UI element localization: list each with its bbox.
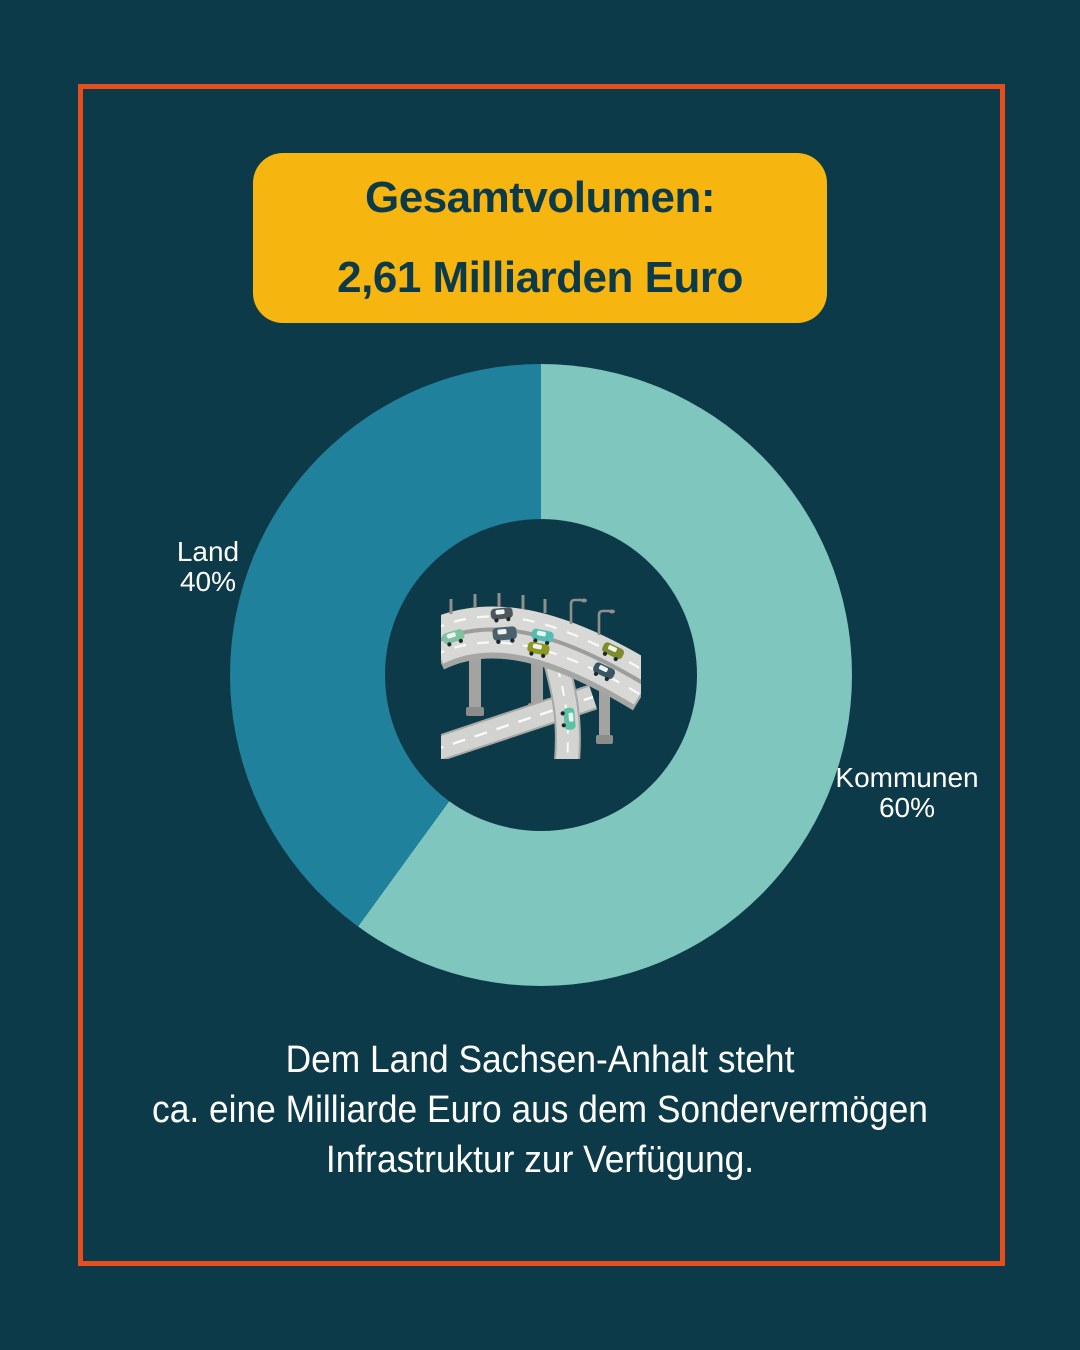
donut-hole [385, 519, 697, 831]
footer-line-3: Infrastruktur zur Verfügung. [325, 1139, 755, 1181]
cars [442, 607, 625, 730]
label-land: Land 40% [133, 537, 283, 597]
label-kommunen-name: Kommunen [835, 762, 979, 793]
street-lamps [569, 598, 615, 635]
footer-text: Dem Land Sachsen-Anhalt steht ca. eine M… [0, 1035, 1080, 1185]
frame-border [78, 84, 1005, 1266]
footer-line-1: Dem Land Sachsen-Anhalt steht [285, 1039, 795, 1081]
label-kommunen-pct: 60% [878, 792, 936, 823]
label-kommunen: Kommunen 60% [822, 763, 992, 823]
label-land-name: Land [176, 536, 240, 567]
guardrail-posts [449, 593, 547, 614]
footer-line-2: ca. eine Milliarde Euro aus dem Sonderve… [152, 1089, 928, 1131]
title-box: Gesamtvolumen: 2,61 Milliarden Euro [253, 153, 827, 323]
highway-interchange-illustration [441, 593, 641, 759]
title-line-2: 2,61 Milliarden Euro [337, 253, 743, 302]
label-land-pct: 40% [179, 566, 237, 597]
title-line-1: Gesamtvolumen: [365, 173, 715, 222]
donut-chart [230, 364, 852, 986]
